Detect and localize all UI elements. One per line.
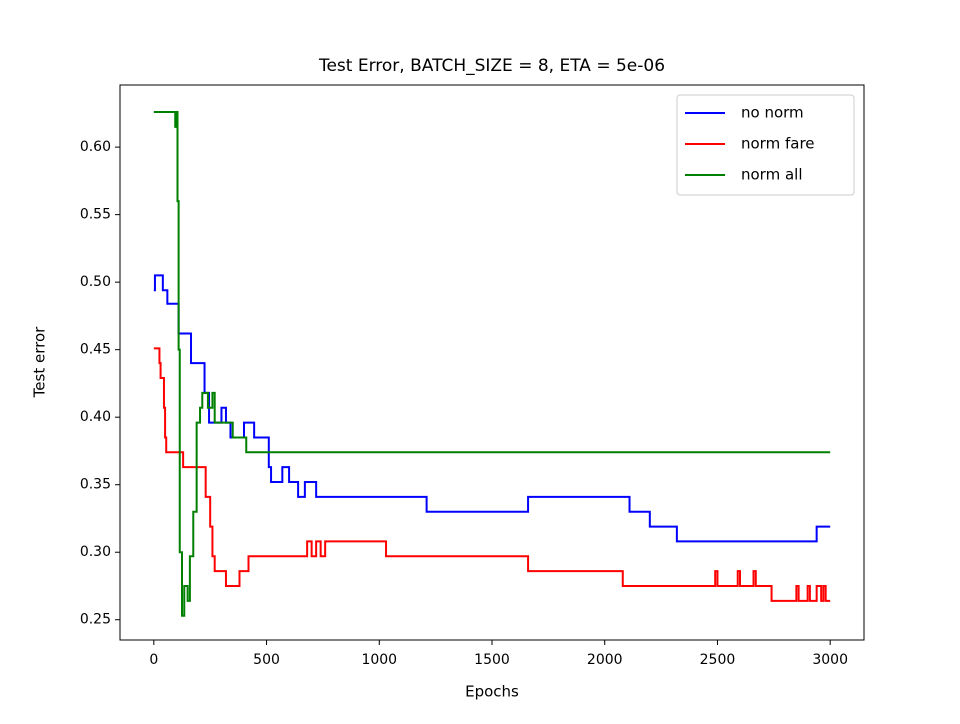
y-tick-label: 0.60: [80, 139, 111, 155]
x-tick-label: 1000: [361, 652, 397, 668]
legend-label: no norm: [741, 104, 804, 122]
line: [153, 111, 831, 617]
y-tick-label: 0.55: [80, 207, 111, 223]
line: [153, 347, 831, 602]
legend-label: norm fare: [741, 135, 815, 153]
legend-label: norm all: [741, 166, 803, 184]
y-tick-label: 0.35: [80, 477, 111, 493]
chart-title: Test Error, BATCH_SIZE = 8, ETA = 5e-06: [318, 56, 665, 76]
x-tick-label: 500: [253, 652, 280, 668]
y-tick-label: 0.45: [80, 342, 111, 358]
x-tick-label: 0: [149, 652, 158, 668]
x-tick-label: 3000: [812, 652, 848, 668]
legend-box: [676, 94, 855, 196]
plot-frame: [119, 84, 865, 641]
y-tick-label: 0.50: [80, 274, 111, 290]
y-tick-label: 0.30: [80, 544, 111, 560]
y-axis-label: Test error: [31, 326, 49, 398]
x-tick-label: 1500: [474, 652, 510, 668]
x-tick-label: 2500: [700, 652, 736, 668]
x-tick-label: 2000: [587, 652, 623, 668]
x-axis-label: Epochs: [465, 683, 519, 701]
y-tick-label: 0.40: [80, 409, 111, 425]
y-tick-label: 0.25: [80, 612, 111, 628]
